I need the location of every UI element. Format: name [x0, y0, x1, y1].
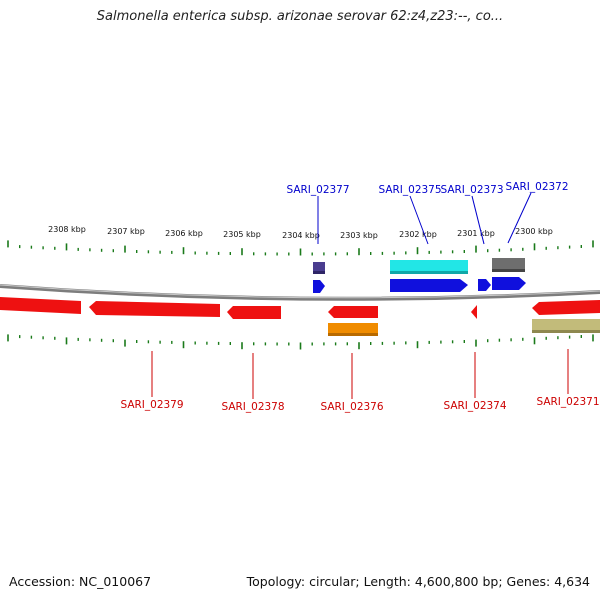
genome-backbone-highlight: [0, 284, 600, 299]
genome-backbone: [0, 284, 600, 301]
genome-summary-text: Topology: circular; Length: 4,600,800 bp…: [246, 574, 590, 589]
gene-arrow-sari-02371: [532, 300, 600, 315]
scale-label-2300: 2300 kbp: [515, 227, 553, 236]
forward-strand-genes: [313, 258, 526, 293]
gene-arrow-sari-02378: [227, 306, 281, 319]
gene-box-olive-shade: [532, 330, 600, 333]
gene-label-sari-02375: SARI_02375: [378, 184, 441, 196]
gene-arrow-sari-02377: [313, 280, 325, 293]
scale-label-2302: 2302 kbp: [399, 230, 437, 239]
callout-line-sari-02373: [471, 195, 485, 245]
callout-line-sari-02372: [507, 192, 532, 244]
gene-box-cyan: [390, 260, 468, 274]
gene-label-sari-02378: SARI_02378: [221, 401, 284, 413]
gene-label-sari-02379: SARI_02379: [120, 399, 183, 411]
callout-line-sari-02375: [409, 195, 429, 245]
scale-label-2304: 2304 kbp: [282, 231, 320, 240]
gene-arrow-sari-02373: [478, 279, 491, 291]
gene-arrow-sari-02374: [471, 305, 477, 319]
scale-label-2305: 2305 kbp: [223, 230, 261, 239]
gene-label-sari-02373: SARI_02373: [440, 184, 503, 196]
gene-arrow-sari-02372: [492, 277, 526, 290]
gene-box-olive: [532, 319, 600, 333]
gene-box-gray: [492, 258, 525, 272]
scale-label-2303: 2303 kbp: [340, 231, 378, 240]
scale-label-2301: 2301 kbp: [457, 229, 495, 238]
gene-arrow-sari-02379: [89, 301, 220, 317]
gene-label-sari-02374: SARI_02374: [443, 400, 506, 412]
scale-label-2306: 2306 kbp: [165, 229, 203, 238]
map-title: Salmonella enterica subsp. arizonae sero…: [96, 9, 504, 24]
gene-box-indigo-shade: [313, 271, 325, 274]
accession-text: Accession: NC_010067: [9, 574, 152, 589]
gene-label-sari-02376: SARI_02376: [320, 401, 383, 413]
gene-arrow-left-edge: [0, 297, 81, 314]
gene-label-sari-02371: SARI_02371: [536, 396, 599, 408]
gene-box-orange: [328, 323, 378, 336]
scale-ticks: [7, 240, 594, 350]
gene-arrow-sari-02375: [390, 279, 468, 292]
gene-box-orange-shade: [328, 333, 378, 336]
gene-label-sari-02377: SARI_02377: [286, 184, 349, 196]
scale-label-2307: 2307 kbp: [107, 227, 145, 236]
gene-label-sari-02372: SARI_02372: [505, 181, 568, 193]
gene-arrow-sari-02376: [328, 306, 378, 318]
scale-label-2308: 2308 kbp: [48, 225, 86, 234]
gene-box-cyan-shade: [390, 271, 468, 274]
reverse-strand-genes: [0, 297, 600, 336]
gene-box-gray-shade: [492, 269, 525, 272]
